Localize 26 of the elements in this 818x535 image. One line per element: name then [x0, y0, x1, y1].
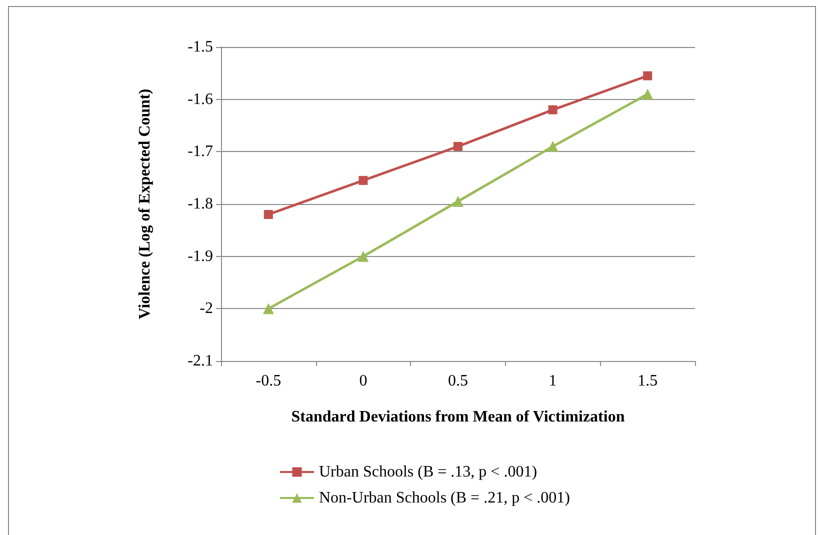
- x-tick-label: 1.5: [638, 372, 658, 390]
- x-tick-label: 0.5: [448, 372, 468, 390]
- point: [358, 176, 368, 185]
- x-tick-label: 0: [359, 372, 368, 390]
- point: [264, 210, 273, 219]
- y-tick-label: -1.9: [188, 248, 213, 265]
- point: [454, 142, 462, 151]
- y-tick-label: -1.8: [188, 196, 213, 212]
- point: [547, 140, 558, 152]
- point: [643, 71, 652, 80]
- y-axis-title: Violence (Log of Expected Count): [136, 88, 154, 320]
- y-tick-label: -1.6: [188, 90, 213, 108]
- point: [452, 196, 464, 207]
- point: [358, 250, 369, 262]
- y-tick-label: -1.7: [188, 143, 213, 160]
- point: [642, 88, 654, 100]
- x-tick-label: 1: [548, 372, 557, 390]
- point: [548, 105, 558, 114]
- x-tick-label: -0.5: [256, 372, 282, 390]
- y-tick-label: -2.1: [188, 352, 213, 370]
- legend-label: Non-Urban Schools (B = .21, p < .001): [319, 490, 570, 506]
- point: [262, 303, 274, 314]
- y-tick-label: -1.5: [188, 38, 213, 56]
- x-axis-title: Standard Deviations from Mean of Victimization: [291, 408, 625, 426]
- y-tick-label: -2: [200, 300, 213, 318]
- legend-label: Urban Schools (B = .13, p < .001): [319, 464, 538, 480]
